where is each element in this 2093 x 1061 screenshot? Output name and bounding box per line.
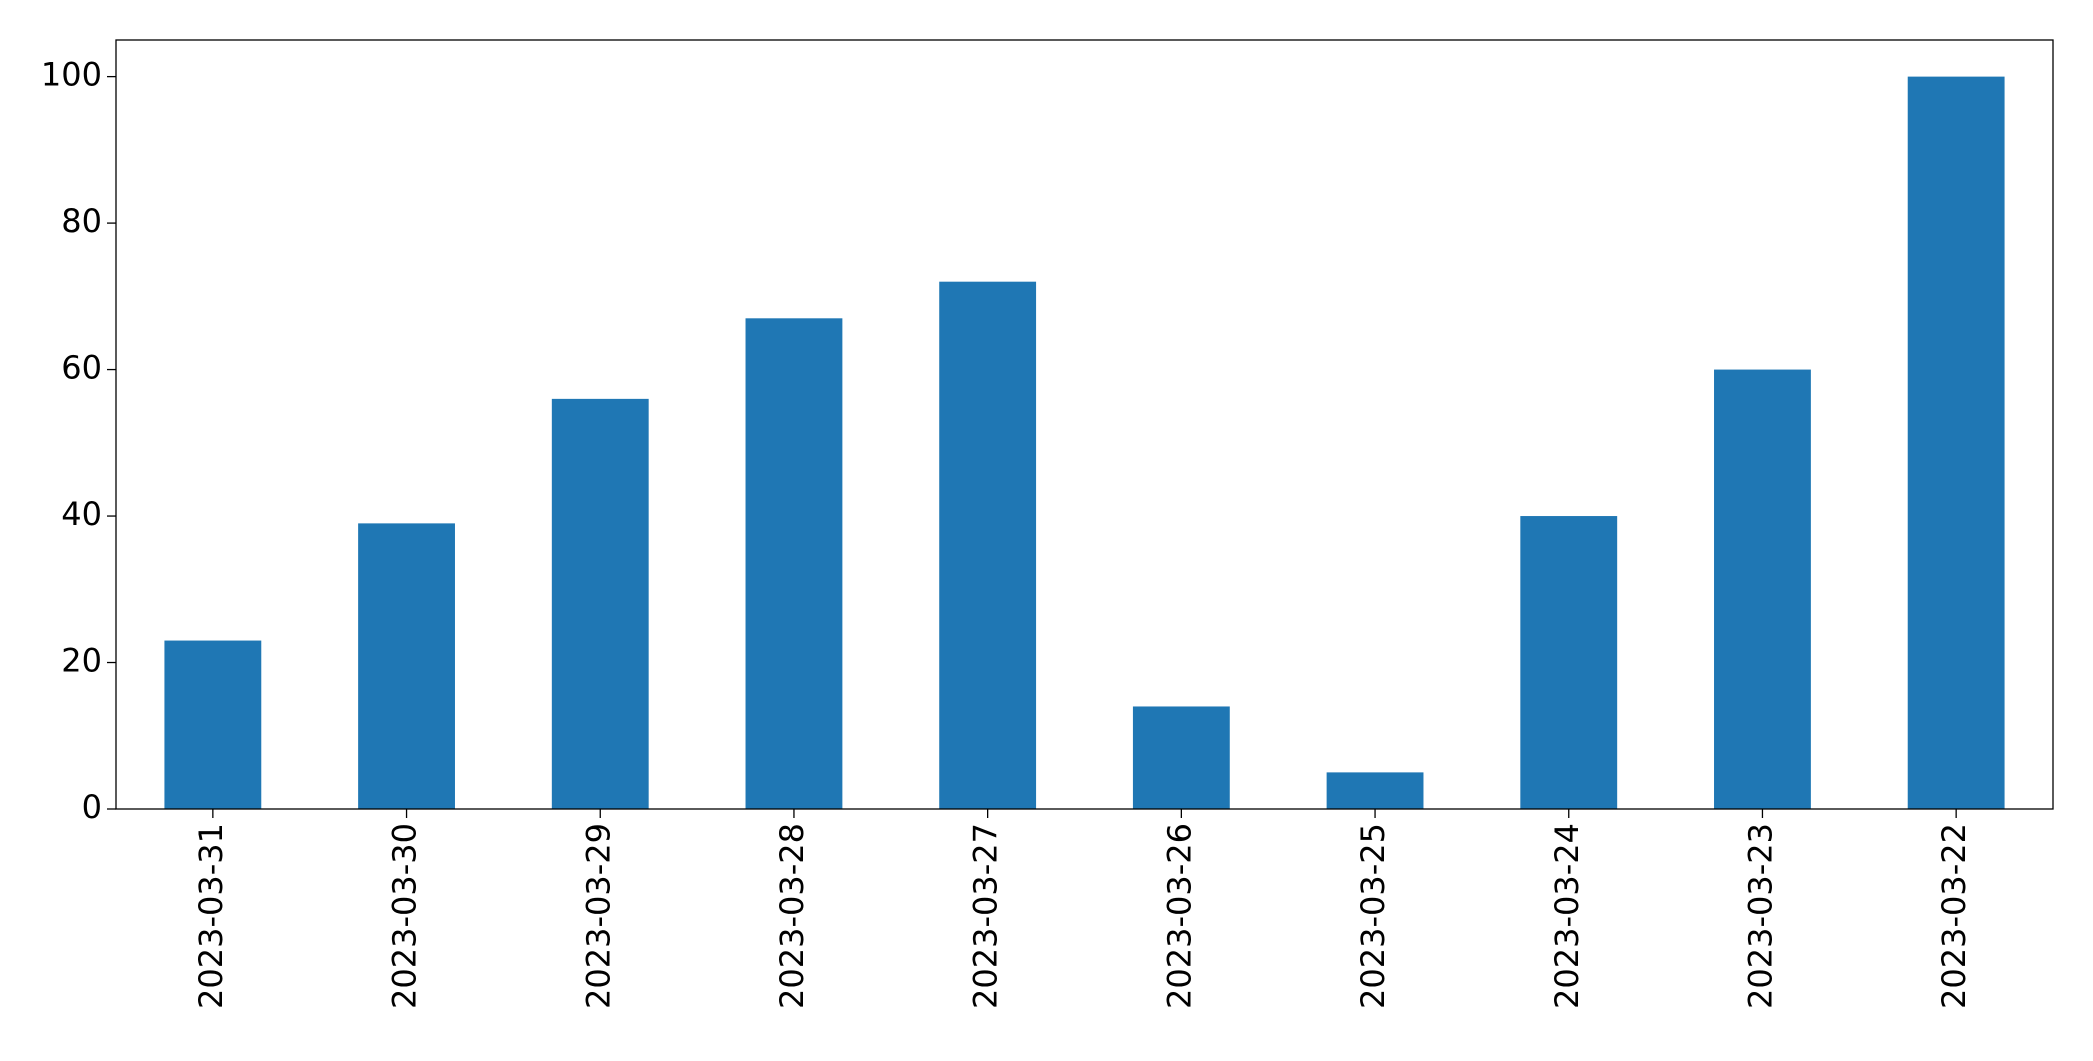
x-tick-label: 2023-03-29 bbox=[579, 823, 617, 1009]
bar bbox=[358, 523, 455, 809]
x-tick-label: 2023-03-28 bbox=[773, 823, 811, 1009]
x-tick-label: 2023-03-25 bbox=[1354, 823, 1392, 1009]
bar bbox=[1714, 369, 1811, 809]
bar bbox=[1520, 516, 1618, 809]
bar bbox=[1326, 772, 1424, 809]
y-tick-label: 0 bbox=[82, 788, 102, 826]
bar bbox=[939, 281, 1037, 810]
x-tick-label: 2023-03-27 bbox=[967, 823, 1005, 1009]
x-tick-label: 2023-03-23 bbox=[1741, 823, 1779, 1009]
bar bbox=[1132, 706, 1230, 809]
y-tick-label: 40 bbox=[61, 495, 102, 533]
y-tick-label: 60 bbox=[61, 349, 102, 387]
bar bbox=[1907, 76, 2005, 810]
y-tick-label: 20 bbox=[61, 642, 102, 680]
bar bbox=[164, 640, 262, 809]
x-tick-label: 2023-03-26 bbox=[1160, 823, 1198, 1009]
bar bbox=[551, 398, 649, 809]
x-tick-label: 2023-03-31 bbox=[192, 823, 230, 1009]
x-tick-label: 2023-03-30 bbox=[386, 823, 424, 1009]
bar bbox=[745, 318, 843, 809]
y-tick-label: 80 bbox=[61, 202, 102, 240]
x-tick-label: 2023-03-24 bbox=[1548, 823, 1586, 1009]
y-tick-label: 100 bbox=[41, 56, 102, 94]
plot-frame bbox=[115, 39, 2054, 810]
x-tick-label: 2023-03-22 bbox=[1935, 823, 1973, 1009]
